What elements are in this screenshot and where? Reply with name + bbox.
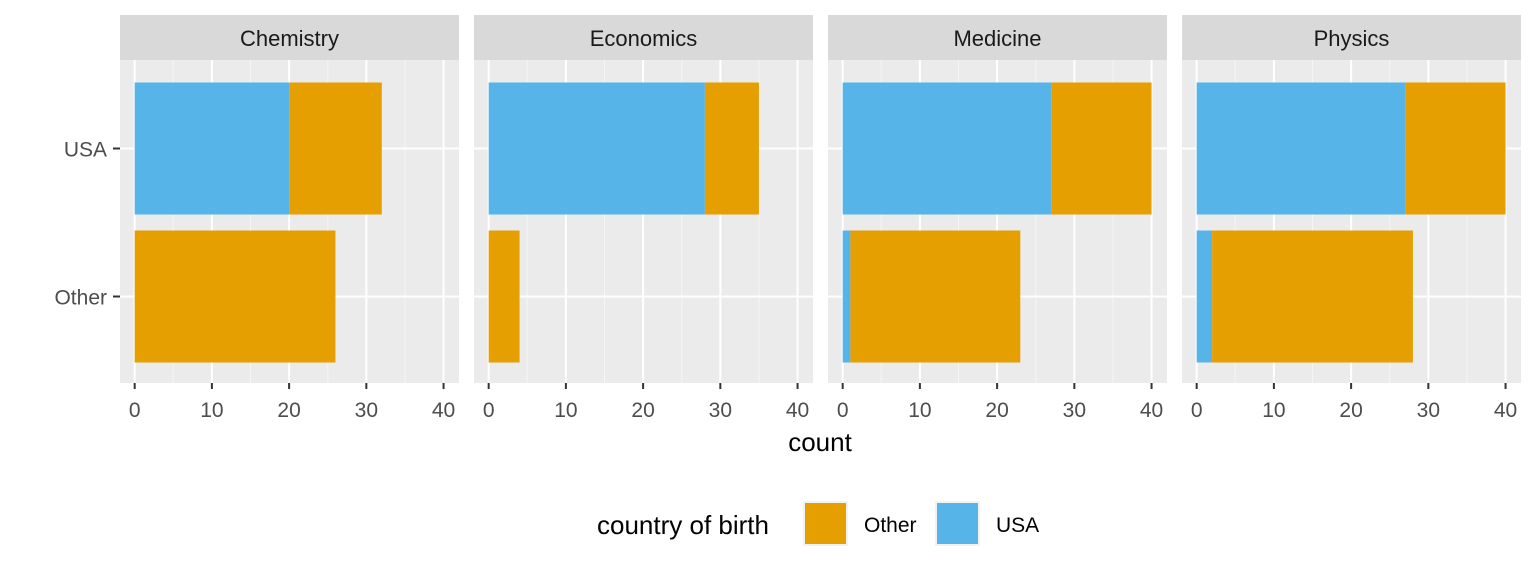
x-tick-label: 10 xyxy=(200,399,223,422)
x-tick-label: 10 xyxy=(908,399,931,422)
bar-chemistry-usa-other xyxy=(289,82,382,215)
x-tick-label: 30 xyxy=(1063,399,1086,422)
legend-item-usa: USA xyxy=(935,501,1039,546)
legend-key xyxy=(805,503,846,544)
x-tick-label: 40 xyxy=(1140,399,1163,422)
bar-economics-other-other xyxy=(488,230,520,363)
x-tick-label: 20 xyxy=(277,399,300,422)
facet-strip xyxy=(474,15,813,60)
y-tick-label: Other xyxy=(54,287,107,310)
legend-label: Other xyxy=(864,514,917,537)
bar-physics-other-other xyxy=(1212,230,1413,363)
x-tick-label: 10 xyxy=(554,399,577,422)
bar-medicine-usa-usa xyxy=(842,82,1052,215)
legend-items: Other USA xyxy=(803,501,1039,546)
legend: country of birth Other USA xyxy=(597,501,1039,546)
bar-chemistry-other-other xyxy=(134,230,336,363)
x-tick-label: 0 xyxy=(837,399,849,422)
x-tick-label: 40 xyxy=(432,399,455,422)
facet-strip-label: Medicine xyxy=(953,26,1041,51)
bar-physics-usa-usa xyxy=(1196,82,1406,215)
bar-medicine-usa-other xyxy=(1051,82,1152,215)
x-tick-label: 0 xyxy=(483,399,495,422)
facet-strip-label: Physics xyxy=(1314,26,1390,51)
x-tick-label: 10 xyxy=(1262,399,1285,422)
bar-chemistry-usa-usa xyxy=(134,82,290,215)
facet-strip-label: Chemistry xyxy=(240,26,339,51)
bar-economics-usa-other xyxy=(704,82,759,215)
facet-strip-label: Economics xyxy=(590,26,698,51)
facet-panel-economics: Economics 0 10 20 30 40 xyxy=(474,15,813,422)
bar-medicine-other-other xyxy=(850,230,1021,363)
x-tick-label: 30 xyxy=(1417,399,1440,422)
x-tick-label: 30 xyxy=(709,399,732,422)
bar-physics-other-usa xyxy=(1196,230,1213,363)
y-axis: USA Other xyxy=(54,139,120,310)
facet-panel-chemistry: Chemistry 0 10 20 30 40 xyxy=(120,15,459,422)
facet-panel-medicine: Medicine 0 10 20 30 40 xyxy=(828,15,1167,422)
x-tick-label: 0 xyxy=(129,399,141,422)
legend-title: country of birth xyxy=(597,510,769,540)
y-tick-label: USA xyxy=(64,139,107,162)
x-tick-label: 40 xyxy=(786,399,809,422)
x-tick-label: 20 xyxy=(631,399,654,422)
facet-strip xyxy=(828,15,1167,60)
x-tick-label: 20 xyxy=(985,399,1008,422)
x-tick-label: 30 xyxy=(355,399,378,422)
bar-physics-usa-other xyxy=(1405,82,1506,215)
x-axis-title: count xyxy=(788,427,852,457)
legend-key xyxy=(937,503,978,544)
facet-strip xyxy=(120,15,459,60)
bar-economics-usa-usa xyxy=(488,82,705,215)
x-tick-label: 0 xyxy=(1191,399,1203,422)
legend-item-other: Other xyxy=(803,501,917,546)
x-tick-label: 40 xyxy=(1494,399,1517,422)
facet-strip xyxy=(1182,15,1521,60)
bar-medicine-other-usa xyxy=(842,230,851,363)
facet-panel-physics: Physics 0 10 20 30 40 xyxy=(1182,15,1521,422)
legend-label: USA xyxy=(996,514,1039,537)
x-tick-label: 20 xyxy=(1339,399,1362,422)
